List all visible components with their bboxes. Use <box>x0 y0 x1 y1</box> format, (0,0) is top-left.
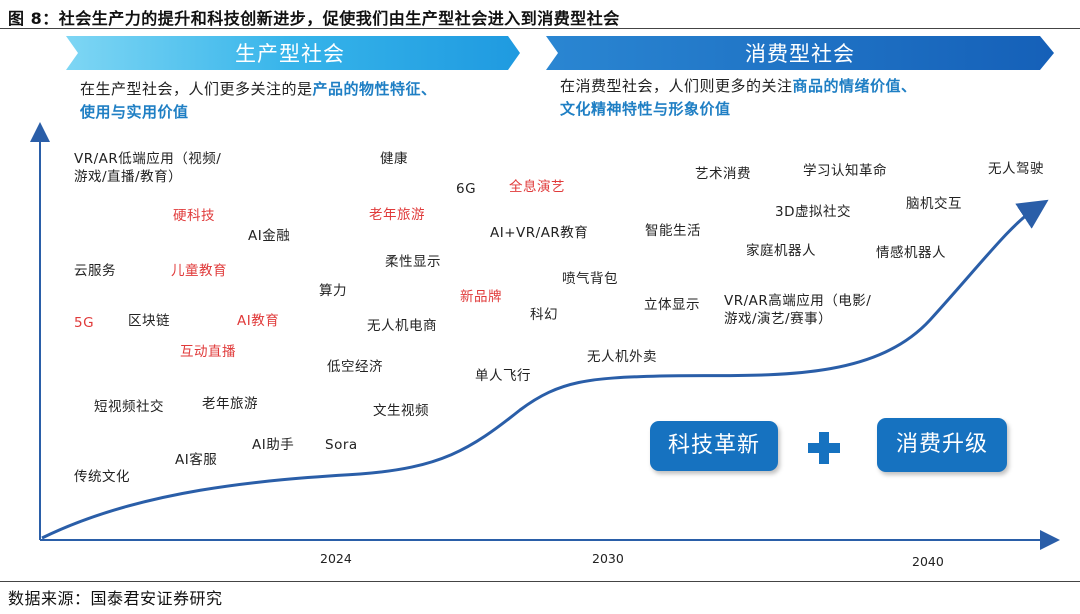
keyword-ertong: 儿童教育 <box>171 263 227 279</box>
growth-curve <box>41 199 1049 540</box>
keyword-3d-xuni: 3D虚拟社交 <box>775 204 851 220</box>
keyword-qukuailian: 区块链 <box>128 313 170 329</box>
tech-innovation-box: 科技革新 <box>650 421 778 471</box>
keyword-kehuan: 科幻 <box>530 307 558 323</box>
banner-left-desc-plain: 在生产型社会，人们更多关注的是 <box>80 80 313 98</box>
plus-icon <box>806 430 842 466</box>
keyword-laonian: 老年旅游 <box>202 396 258 412</box>
keyword-wensheng: 文生视频 <box>373 403 429 419</box>
keyword-ai-kefu: AI客服 <box>175 452 218 468</box>
keyword-sora: Sora <box>325 437 358 453</box>
figure-title: 图 8：社会生产力的提升和科技创新进步，促使我们由生产型社会进入到消费型社会 <box>8 9 620 28</box>
source-note: 数据来源：国泰君安证券研究 <box>8 589 223 608</box>
keyword-vr-high-line2: 游戏/演艺/赛事） <box>724 311 833 327</box>
keyword-ai-vr-edu: AI+VR/AR教育 <box>490 225 589 241</box>
keyword-danren: 单人飞行 <box>475 368 531 384</box>
keyword-6g: 6G <box>456 181 477 197</box>
keyword-ai-jiaoyu: AI教育 <box>237 313 280 329</box>
keyword-yishu: 艺术消费 <box>695 166 751 182</box>
title-rule <box>0 28 1080 29</box>
banner-right-shape <box>546 36 1054 70</box>
keyword-liti: 立体显示 <box>644 297 700 313</box>
keyword-vr-low-line2: 游戏/直播/教育） <box>74 169 183 185</box>
keyword-chuantong: 传统文化 <box>74 469 130 485</box>
keyword-zhineng: 智能生活 <box>645 223 701 239</box>
banner-left-desc: 在生产型社会，人们更多关注的是产品的物性特征、 使用与实用价值 <box>80 78 530 124</box>
keyword-hudong: 互动直播 <box>180 344 236 360</box>
banner-left-title: 生产型社会 <box>235 42 345 66</box>
x-tick-2030: 2030 <box>592 551 624 566</box>
x-tick-2040: 2040 <box>912 554 944 569</box>
banner-right-desc-highlight-1: 商品的情绪价值、 <box>792 77 917 95</box>
keyword-rouxing: 柔性显示 <box>385 254 441 270</box>
keyword-penqi: 喷气背包 <box>562 271 618 287</box>
keyword-5g: 5G <box>74 315 95 331</box>
source-rule <box>0 581 1080 582</box>
banner-left-shape <box>66 36 520 70</box>
keyword-suanli: 算力 <box>319 283 347 299</box>
keyword-yingkeji: 硬科技 <box>173 208 215 224</box>
keyword-xinpinpai: 新品牌 <box>460 289 502 305</box>
x-tick-2024: 2024 <box>320 551 352 566</box>
consumption-upgrade-box: 消费升级 <box>877 418 1007 472</box>
keyword-naoji: 脑机交互 <box>906 196 962 212</box>
banner-left-desc-highlight-1: 产品的物性特征、 <box>312 80 437 98</box>
keyword-ai-zhushou: AI助手 <box>252 437 295 453</box>
keyword-vr-high-line1: VR/AR高端应用（电影/ <box>724 293 872 309</box>
banner-right-desc-highlight-2: 文化精神特性与形象价值 <box>560 100 731 118</box>
keyword-qinggan: 情感机器人 <box>876 245 946 261</box>
keyword-wuren-jiashi: 无人驾驶 <box>988 161 1044 177</box>
keyword-quanxi: 全息演艺 <box>509 179 565 195</box>
keyword-ai-jinrong: AI金融 <box>248 228 291 244</box>
banner-left-desc-highlight-2: 使用与实用价值 <box>80 103 189 121</box>
banner-right-title: 消费型社会 <box>745 42 855 66</box>
keyword-jiating: 家庭机器人 <box>746 243 816 259</box>
banner-right-desc-plain: 在消费型社会，人们则更多的关注 <box>560 77 793 95</box>
keyword-jiankang: 健康 <box>380 151 408 167</box>
banner-right-desc: 在消费型社会，人们则更多的关注商品的情绪价值、 文化精神特性与形象价值 <box>560 75 1040 121</box>
keyword-duanshipin: 短视频社交 <box>94 399 164 415</box>
keyword-laonian-red: 老年旅游 <box>369 207 425 223</box>
keyword-yunfuwu: 云服务 <box>74 263 116 279</box>
keyword-xuexi: 学习认知革命 <box>803 163 887 179</box>
keyword-wurenji-waimai: 无人机外卖 <box>587 349 657 365</box>
keyword-vr-low-line1: VR/AR低端应用（视频/ <box>74 151 222 167</box>
keyword-wurenji-dianshang: 无人机电商 <box>367 318 437 334</box>
keyword-dikong: 低空经济 <box>327 359 383 375</box>
